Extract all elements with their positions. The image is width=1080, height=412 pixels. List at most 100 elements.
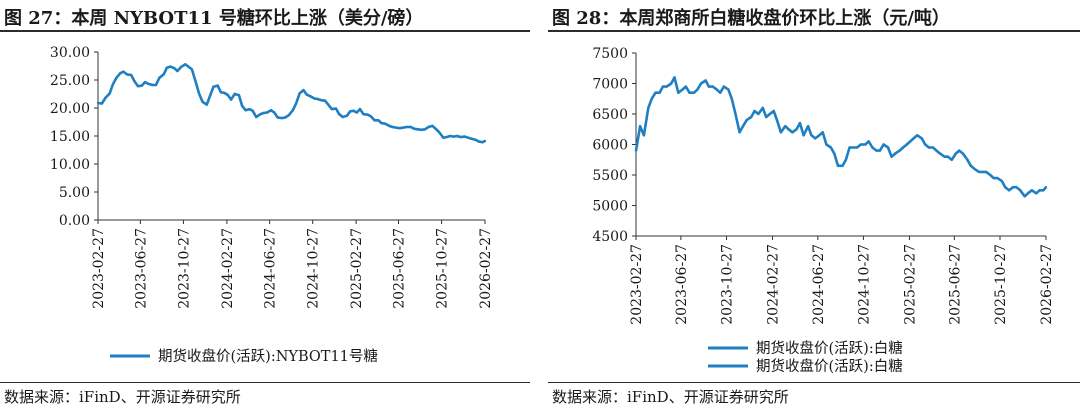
data-point xyxy=(394,126,398,129)
data-point xyxy=(772,109,775,113)
data-point xyxy=(852,146,855,149)
data-point xyxy=(122,70,125,73)
data-point xyxy=(348,110,352,113)
data-point xyxy=(1007,189,1011,192)
figure-28-chart: 4500 5000 5500 6000 6500 7000 7500 2023-02-27 20… xyxy=(592,46,1055,375)
data-point xyxy=(966,158,969,161)
data-point xyxy=(806,125,810,128)
data-point xyxy=(875,149,878,152)
data-point xyxy=(704,79,707,82)
data-point xyxy=(140,84,143,87)
data-point xyxy=(377,119,380,122)
data-point xyxy=(905,143,908,146)
data-point xyxy=(302,88,305,92)
data-point xyxy=(787,128,790,131)
data-point xyxy=(190,68,194,71)
data-point xyxy=(658,91,661,94)
data-point xyxy=(115,76,118,79)
data-point xyxy=(255,115,258,119)
data-point xyxy=(147,82,150,86)
y-tick-label: 6000 xyxy=(592,138,628,154)
data-point xyxy=(291,109,295,112)
data-point xyxy=(466,136,470,139)
data-point xyxy=(154,83,158,87)
data-point xyxy=(924,143,927,146)
data-point xyxy=(437,130,441,134)
series-line xyxy=(97,62,486,144)
data-point xyxy=(316,97,319,101)
data-point xyxy=(654,91,657,94)
figure-27-chart: 0.00 5.00 10.00 15.00 20.00 25.00 30.00 2023-02… xyxy=(50,45,494,365)
data-point xyxy=(323,99,327,102)
data-point xyxy=(355,111,358,114)
y-tick-label: 15.00 xyxy=(50,129,90,145)
data-point xyxy=(111,83,115,86)
data-point xyxy=(894,152,897,155)
data-point xyxy=(330,107,333,111)
data-point xyxy=(226,93,230,97)
x-tick-label: 2024-10-27 xyxy=(856,244,872,325)
data-point xyxy=(878,149,882,152)
x-tick-label: 2025-06-27 xyxy=(947,244,963,325)
data-point xyxy=(802,134,805,137)
data-point xyxy=(237,93,241,97)
figure-28-title: 图 28：本周郑商所白糖收盘价环比上涨（元/吨） xyxy=(552,8,950,29)
data-point xyxy=(165,66,169,69)
data-point xyxy=(248,107,251,111)
data-point xyxy=(96,101,100,105)
figure-27-source: 数据来源：iFinD、开源证券研究所 xyxy=(4,388,241,406)
data-point xyxy=(251,109,254,113)
data-point xyxy=(768,112,772,116)
data-point xyxy=(345,114,349,118)
x-tick-label: 2024-06-27 xyxy=(811,244,827,325)
data-point xyxy=(707,85,711,88)
data-point xyxy=(1038,189,1041,192)
data-point xyxy=(366,113,369,116)
data-point xyxy=(474,138,477,142)
figure-28-title-rule xyxy=(548,30,1080,32)
data-point xyxy=(989,173,992,177)
x-tick-label: 2025-10-27 xyxy=(993,244,1009,325)
x-tick-label: 2025-10-27 xyxy=(435,228,451,309)
data-point xyxy=(753,109,756,113)
data-point xyxy=(298,92,301,95)
data-point xyxy=(119,72,122,75)
data-point xyxy=(757,112,760,116)
data-point xyxy=(459,135,462,139)
data-point xyxy=(448,134,452,138)
data-point xyxy=(642,134,646,137)
x-tick-label: 2025-02-27 xyxy=(902,244,918,325)
data-point xyxy=(992,176,995,180)
y-tick-label: 7000 xyxy=(592,77,628,93)
data-point xyxy=(927,146,931,149)
data-point xyxy=(373,119,376,122)
data-point xyxy=(305,93,308,96)
data-point xyxy=(416,128,419,131)
data-point xyxy=(470,137,473,140)
y-tick-label: 5.00 xyxy=(59,185,90,201)
y-tick-label: 20.00 xyxy=(50,101,90,117)
data-point xyxy=(280,116,284,120)
data-point xyxy=(100,102,104,105)
data-point xyxy=(950,158,953,161)
data-point xyxy=(463,135,467,138)
x-tick-label: 2023-02-27 xyxy=(91,228,107,309)
data-point xyxy=(898,149,901,152)
data-point xyxy=(125,73,129,76)
x-tick-label: 2025-02-27 xyxy=(349,228,365,309)
data-point xyxy=(338,113,341,116)
data-point xyxy=(684,85,687,88)
data-point xyxy=(212,85,215,88)
data-point xyxy=(692,91,696,94)
data-point xyxy=(423,128,427,131)
data-point xyxy=(176,69,179,73)
data-point xyxy=(477,140,481,143)
data-point xyxy=(445,135,448,139)
data-point xyxy=(634,149,638,152)
data-point xyxy=(938,152,942,155)
data-point xyxy=(294,102,298,105)
data-point xyxy=(825,143,828,146)
data-point xyxy=(244,109,247,112)
data-point xyxy=(442,136,445,139)
y-tick-label: 25.00 xyxy=(50,73,90,89)
